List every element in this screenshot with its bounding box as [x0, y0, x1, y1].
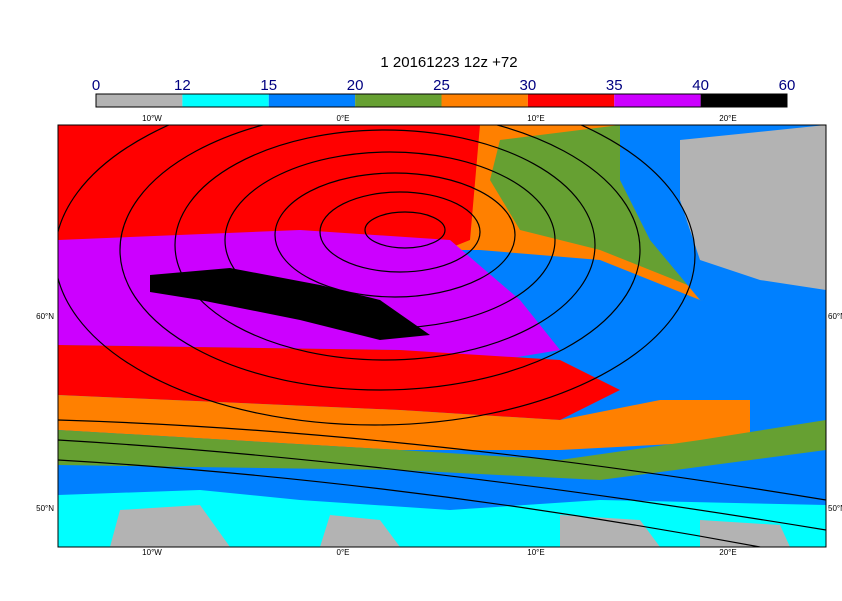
colorbar-label: 20 [347, 77, 364, 94]
colorbar-label: 30 [520, 77, 537, 94]
colorbar-segment [527, 94, 615, 107]
colorbar-segment [355, 94, 442, 107]
colorbar-segment [441, 94, 528, 107]
field-black [150, 268, 430, 340]
colorbar-segment [96, 94, 183, 107]
lon-label: 10°E [527, 114, 544, 123]
lon-label: 10°E [527, 548, 544, 557]
lon-label: 10°W [142, 114, 162, 123]
map-field [58, 125, 826, 547]
lon-label: 0°E [337, 114, 350, 123]
lat-label: 60°N [828, 312, 842, 321]
colorbar-frame [95, 93, 788, 108]
graticule-labels: 10°W 10°W 0°E 0°E 10°E 10°E 20°E 20°E 60°N 60°N 50… [36, 114, 842, 557]
lon-label: 20°E [719, 114, 736, 123]
field-grey-s [110, 505, 790, 547]
lat-label: 50°N [828, 504, 842, 513]
colorbar-label: 0 [92, 77, 100, 94]
isobars [58, 125, 826, 547]
colorbar-segment [614, 94, 701, 107]
colorbar-label: 15 [260, 77, 277, 94]
colorbar: 0 12 15 20 25 30 35 40 60 [92, 77, 796, 108]
map-title: 1 20161223 12z +72 [380, 54, 517, 71]
colorbar-label: 12 [174, 77, 191, 94]
colorbar-label: 60 [779, 77, 796, 94]
lat-label: 60°N [36, 312, 54, 321]
field-green-s [58, 420, 826, 480]
colorbar-segment [182, 94, 269, 107]
lon-label: 20°E [719, 548, 736, 557]
colorbar-segment [268, 94, 356, 107]
field-grey-n [680, 125, 826, 290]
colorbar-label: 35 [606, 77, 623, 94]
colorbar-label: 25 [433, 77, 450, 94]
field-red-s [58, 345, 620, 420]
lat-label: 50°N [36, 504, 54, 513]
lon-label: 0°E [337, 548, 350, 557]
lon-label: 10°W [142, 548, 162, 557]
field-orange-s [58, 395, 750, 450]
field-red [58, 125, 480, 260]
colorbar-segment [700, 94, 787, 107]
colorbar-label: 40 [692, 77, 709, 94]
map-frame [57, 124, 827, 548]
